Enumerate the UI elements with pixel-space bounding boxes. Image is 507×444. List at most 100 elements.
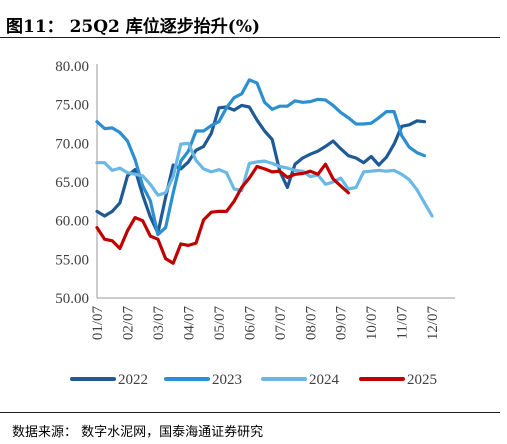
data-point [423,154,426,157]
data-point [141,184,144,188]
data-point [164,257,167,260]
data-point [370,170,373,173]
data-point [111,210,114,213]
y-tick-label: 55.00 [55,252,89,268]
x-tick-label: 05/07 [212,306,228,341]
data-point [210,124,213,127]
data-point [95,226,99,229]
data-point [347,154,350,157]
data-point [347,187,350,191]
legend-item-2024: 2024 [261,372,340,388]
data-point [263,167,266,171]
legend-item-2025: 2025 [359,372,437,388]
data-point [111,239,114,242]
x-tick-label: 12/07 [425,306,441,341]
y-tick-label: 75.00 [55,98,89,114]
data-point [362,170,365,174]
y-tick-label: 80.00 [55,59,89,75]
data-point [354,156,358,160]
data-point [149,199,152,202]
data-point [316,98,320,101]
x-tick-label: 01/07 [90,306,106,341]
data-point [339,176,342,180]
x-tick-label: 09/07 [334,306,350,341]
data-point [95,210,99,213]
data-point [309,170,312,173]
data-point [103,161,106,164]
data-point [347,191,350,194]
legend-label: 2025 [407,372,437,388]
data-point [202,218,205,222]
data-point [194,149,198,152]
x-tick-label: 04/07 [181,306,197,341]
data-point [179,242,182,246]
data-point [301,172,304,175]
data-point [103,127,106,130]
data-point [225,171,228,174]
data-point [286,105,289,108]
data-point [194,129,198,133]
data-point [164,196,167,199]
data-point [400,134,403,137]
data-point [408,146,411,149]
data-point [232,200,236,203]
data-point [133,173,137,176]
chart-legend: 2022 2023 2024 2025 [70,372,437,388]
data-point [133,216,137,219]
data-point [187,142,190,145]
legend-item-2022: 2022 [70,372,148,388]
data-point [210,211,213,214]
series-2024 [95,141,434,218]
data-point [370,122,373,125]
data-point [225,106,228,110]
data-point [324,145,327,148]
figure-title: 图11： 25Q2 库位逐步抬升(%) [6,17,261,37]
data-point [392,110,396,113]
data-point [301,156,304,160]
data-point [232,96,236,99]
data-point [141,219,144,222]
footer-divider [0,412,500,413]
data-point [377,116,380,120]
data-point [202,167,205,171]
data-point [347,116,350,120]
data-point [271,162,274,165]
data-point [324,98,327,102]
data-point [408,123,411,127]
data-point [415,151,419,154]
data-point [103,238,106,241]
data-point [172,191,175,194]
data-point [263,101,266,104]
series-line-2022 [95,103,427,235]
data-point [187,160,190,164]
data-point [293,99,297,103]
data-point [164,226,167,229]
data-point [179,159,182,163]
data-point [141,193,144,197]
data-point [377,163,380,167]
data-point [293,163,297,166]
data-point [118,247,122,250]
data-point [392,142,396,146]
data-point [271,138,274,141]
data-point [232,108,236,112]
data-point [248,162,251,165]
data-point [149,183,152,186]
series-2025 [95,162,350,265]
data-point [133,168,137,171]
data-point [278,105,281,108]
data-point [324,183,327,186]
data-point [263,129,266,133]
y-tick-label: 65.00 [55,175,89,191]
data-point [362,161,365,164]
data-point [331,104,335,107]
data-point [377,169,380,172]
data-point [309,153,312,156]
data-point [385,170,388,173]
data-point [286,186,289,189]
data-point [194,159,198,162]
data-point [217,168,221,171]
data-point [286,166,289,170]
data-point [278,170,281,173]
